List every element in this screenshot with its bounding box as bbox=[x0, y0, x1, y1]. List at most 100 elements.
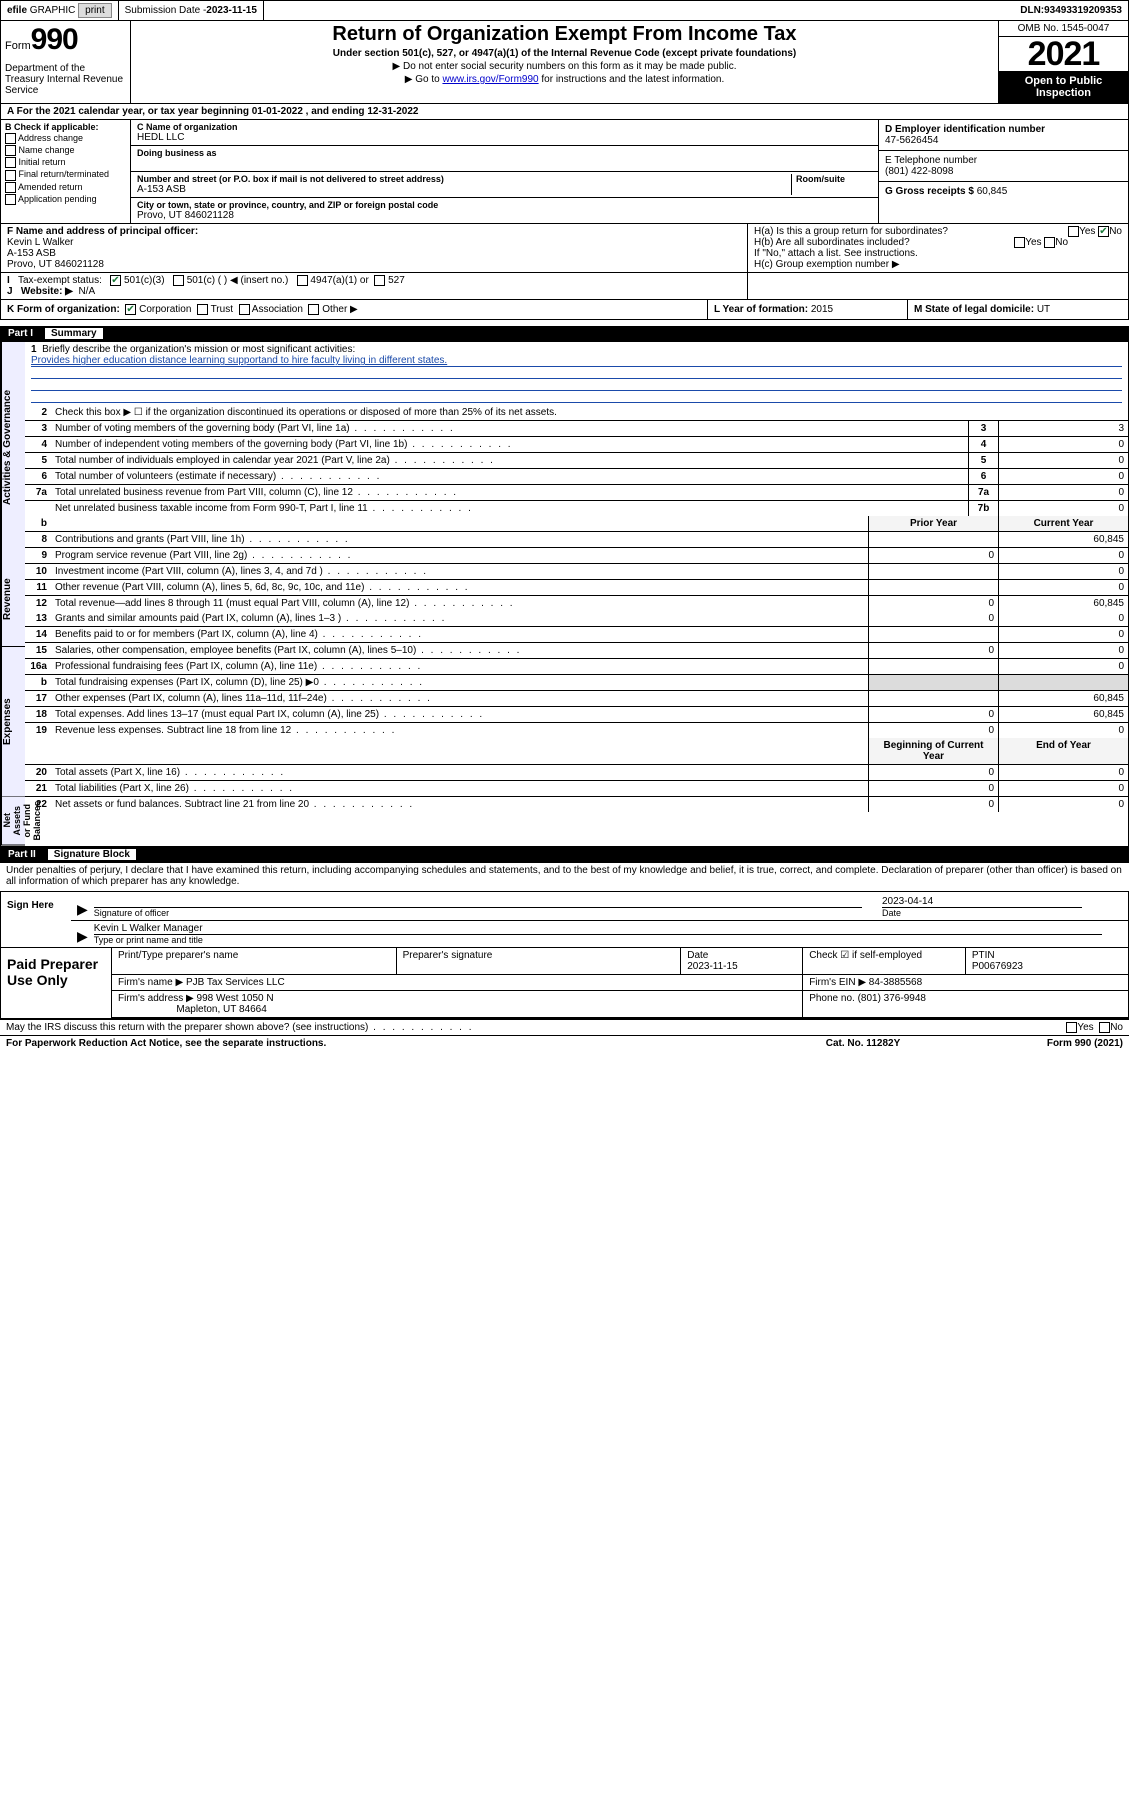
prior-year-lbl: Prior Year bbox=[868, 516, 998, 531]
summary-row: 9Program service revenue (Part VIII, lin… bbox=[25, 548, 1128, 564]
header-right: OMB No. 1545-0047 2021 Open to Public In… bbox=[998, 21, 1128, 103]
cb-501c[interactable] bbox=[173, 275, 184, 286]
row-m-label: M State of legal domicile: bbox=[914, 304, 1037, 315]
dept-label: Department of the Treasury Internal Reve… bbox=[5, 63, 126, 96]
street-label: Number and street (or P.O. box if mail i… bbox=[137, 174, 791, 184]
form990-link[interactable]: www.irs.gov/Form990 bbox=[442, 74, 538, 85]
row-m-value: UT bbox=[1037, 304, 1050, 315]
row-l-value: 2015 bbox=[811, 304, 833, 315]
col-d-e-g: D Employer identification number 47-5626… bbox=[878, 120, 1128, 223]
ptin-cell: PTIN P00676923 bbox=[965, 948, 1128, 975]
summary-row: 15Salaries, other compensation, employee… bbox=[25, 643, 1128, 659]
cb-corporation[interactable] bbox=[125, 304, 136, 315]
cb-527[interactable] bbox=[374, 275, 385, 286]
note2-post: for instructions and the latest informat… bbox=[539, 74, 725, 85]
row-f-h: F Name and address of principal officer:… bbox=[0, 224, 1129, 273]
opt-501c3: 501(c)(3) bbox=[124, 275, 165, 286]
cb-4947[interactable] bbox=[297, 275, 308, 286]
open-public-2: Inspection bbox=[1001, 87, 1126, 99]
h-a-label: H(a) Is this a group return for subordin… bbox=[754, 226, 948, 237]
efile-cell: efile GRAPHIC print bbox=[1, 1, 119, 20]
header-mid: Return of Organization Exempt From Incom… bbox=[131, 21, 998, 103]
no-lbl: No bbox=[1109, 226, 1122, 237]
cb-other[interactable] bbox=[308, 304, 319, 315]
part-2-no: Part II bbox=[8, 849, 36, 860]
row-l-year: L Year of formation: 2015 bbox=[708, 300, 908, 319]
side-expenses: Expenses bbox=[1, 647, 25, 797]
part-1-header: Part I Summary bbox=[0, 326, 1129, 341]
firm-addr2-value: Mapleton, UT 84664 bbox=[176, 1004, 266, 1015]
part-1-content: 1 Briefly describe the organization's mi… bbox=[25, 342, 1128, 846]
row-i-tax-status: I Tax-exempt status: 501(c)(3) 501(c) ( … bbox=[1, 273, 748, 299]
cb-may-no[interactable] bbox=[1099, 1022, 1110, 1033]
org-name-value: HEDL LLC bbox=[137, 132, 872, 143]
dln-label: DLN: bbox=[1020, 5, 1044, 16]
cb-may-yes[interactable] bbox=[1066, 1022, 1077, 1033]
firm-addr-cell: Firm's address ▶ 998 West 1050 N Mapleto… bbox=[112, 990, 803, 1017]
form-subtitle: Under section 501(c), 527, or 4947(a)(1)… bbox=[137, 48, 992, 59]
cb-trust[interactable] bbox=[197, 304, 208, 315]
h-a-row: H(a) Is this a group return for subordin… bbox=[754, 226, 1122, 237]
print-button[interactable]: print bbox=[78, 3, 111, 18]
end-year-lbl: End of Year bbox=[998, 738, 1128, 764]
efile-label: efile bbox=[7, 5, 27, 16]
may-yes: Yes bbox=[1077, 1022, 1093, 1033]
mission-text: Provides higher education distance learn… bbox=[31, 355, 1122, 367]
tel-value: (801) 422-8098 bbox=[885, 166, 1122, 177]
yes-lbl: Yes bbox=[1079, 226, 1095, 237]
officer-addr1: A-153 ASB bbox=[7, 248, 56, 259]
summary-row: 10Investment income (Part VIII, column (… bbox=[25, 564, 1128, 580]
line-2-desc: Check this box ▶ ☐ if the organization d… bbox=[51, 405, 1128, 420]
city-label: City or town, state or province, country… bbox=[137, 200, 872, 210]
opt-501c: 501(c) ( ) ◀ (insert no.) bbox=[187, 275, 289, 286]
arrow-icon-2: ▶ bbox=[77, 928, 88, 945]
cb-lbl-3: Final return/terminated bbox=[19, 169, 110, 179]
opt-4947: 4947(a)(1) or bbox=[310, 275, 368, 286]
row-m-state: M State of legal domicile: UT bbox=[908, 300, 1128, 319]
summary-row: Net unrelated business taxable income fr… bbox=[25, 501, 1128, 516]
side-revenue: Revenue bbox=[1, 552, 25, 647]
city-row: City or town, state or province, country… bbox=[131, 198, 878, 223]
sig-officer-label: Signature of officer bbox=[94, 908, 882, 918]
cb-name-change[interactable]: Name change bbox=[5, 145, 126, 156]
summary-row: 8Contributions and grants (Part VIII, li… bbox=[25, 532, 1128, 548]
col-b-lbl: b bbox=[25, 516, 51, 531]
summary-row: 3Number of voting members of the governi… bbox=[25, 421, 1128, 437]
pp-check-label: Check ☑ if self-employed bbox=[809, 950, 922, 961]
firm-phone-value: (801) 376-9948 bbox=[858, 993, 926, 1004]
yes-lbl-2: Yes bbox=[1025, 237, 1041, 248]
line-2-checkbox: 2 Check this box ▶ ☐ if the organization… bbox=[25, 405, 1128, 421]
firm-addr1-value: 998 West 1050 N bbox=[197, 993, 274, 1004]
part-1-no: Part I bbox=[8, 328, 33, 339]
cb-501c3[interactable] bbox=[110, 275, 121, 286]
submission-date-value: 2023-11-15 bbox=[206, 5, 257, 16]
ein-label: D Employer identification number bbox=[885, 124, 1122, 135]
pp-sig-label: Preparer's signature bbox=[403, 950, 675, 961]
cb-final-return[interactable]: Final return/terminated bbox=[5, 169, 126, 180]
tel-row: E Telephone number (801) 422-8098 bbox=[879, 151, 1128, 182]
cb-application-pending[interactable]: Application pending bbox=[5, 194, 126, 205]
firm-name-cell: Firm's name ▶ PJB Tax Services LLC bbox=[112, 974, 803, 990]
form-title: Return of Organization Exempt From Incom… bbox=[137, 23, 992, 46]
signature-row-2: ▶ Kevin L Walker Manager Type or print n… bbox=[71, 921, 1128, 947]
signature-row-1: ▶ Signature of officer 2023-04-14 Date bbox=[71, 892, 1128, 921]
gross-value: 60,845 bbox=[977, 186, 1008, 197]
cb-lbl-5: Application pending bbox=[18, 194, 97, 204]
cb-initial-return[interactable]: Initial return bbox=[5, 157, 126, 168]
gross-row: G Gross receipts $ 60,845 bbox=[879, 182, 1128, 201]
may-irs-label: May the IRS discuss this return with the… bbox=[6, 1022, 1066, 1033]
top-bar: efile GRAPHIC print Submission Date - 20… bbox=[0, 0, 1129, 21]
cb-amended-return[interactable]: Amended return bbox=[5, 182, 126, 193]
part-1-title: Summary bbox=[45, 328, 103, 339]
summary-row: 17Other expenses (Part IX, column (A), l… bbox=[25, 691, 1128, 707]
ptin-value: P00676923 bbox=[972, 961, 1122, 972]
summary-row: 18Total expenses. Add lines 13–17 (must … bbox=[25, 707, 1128, 723]
header-left: Form990 Department of the Treasury Inter… bbox=[1, 21, 131, 103]
paid-preparer-block: Paid Preparer Use Only Print/Type prepar… bbox=[0, 948, 1129, 1019]
cb-lbl-1: Name change bbox=[19, 145, 75, 155]
cb-association[interactable] bbox=[239, 304, 250, 315]
pp-date-label: Date bbox=[687, 950, 796, 961]
cb-address-change[interactable]: Address change bbox=[5, 133, 126, 144]
org-name-row: C Name of organization HEDL LLC bbox=[131, 120, 878, 146]
h-b-row: H(b) Are all subordinates included? Yes … bbox=[754, 237, 1122, 248]
